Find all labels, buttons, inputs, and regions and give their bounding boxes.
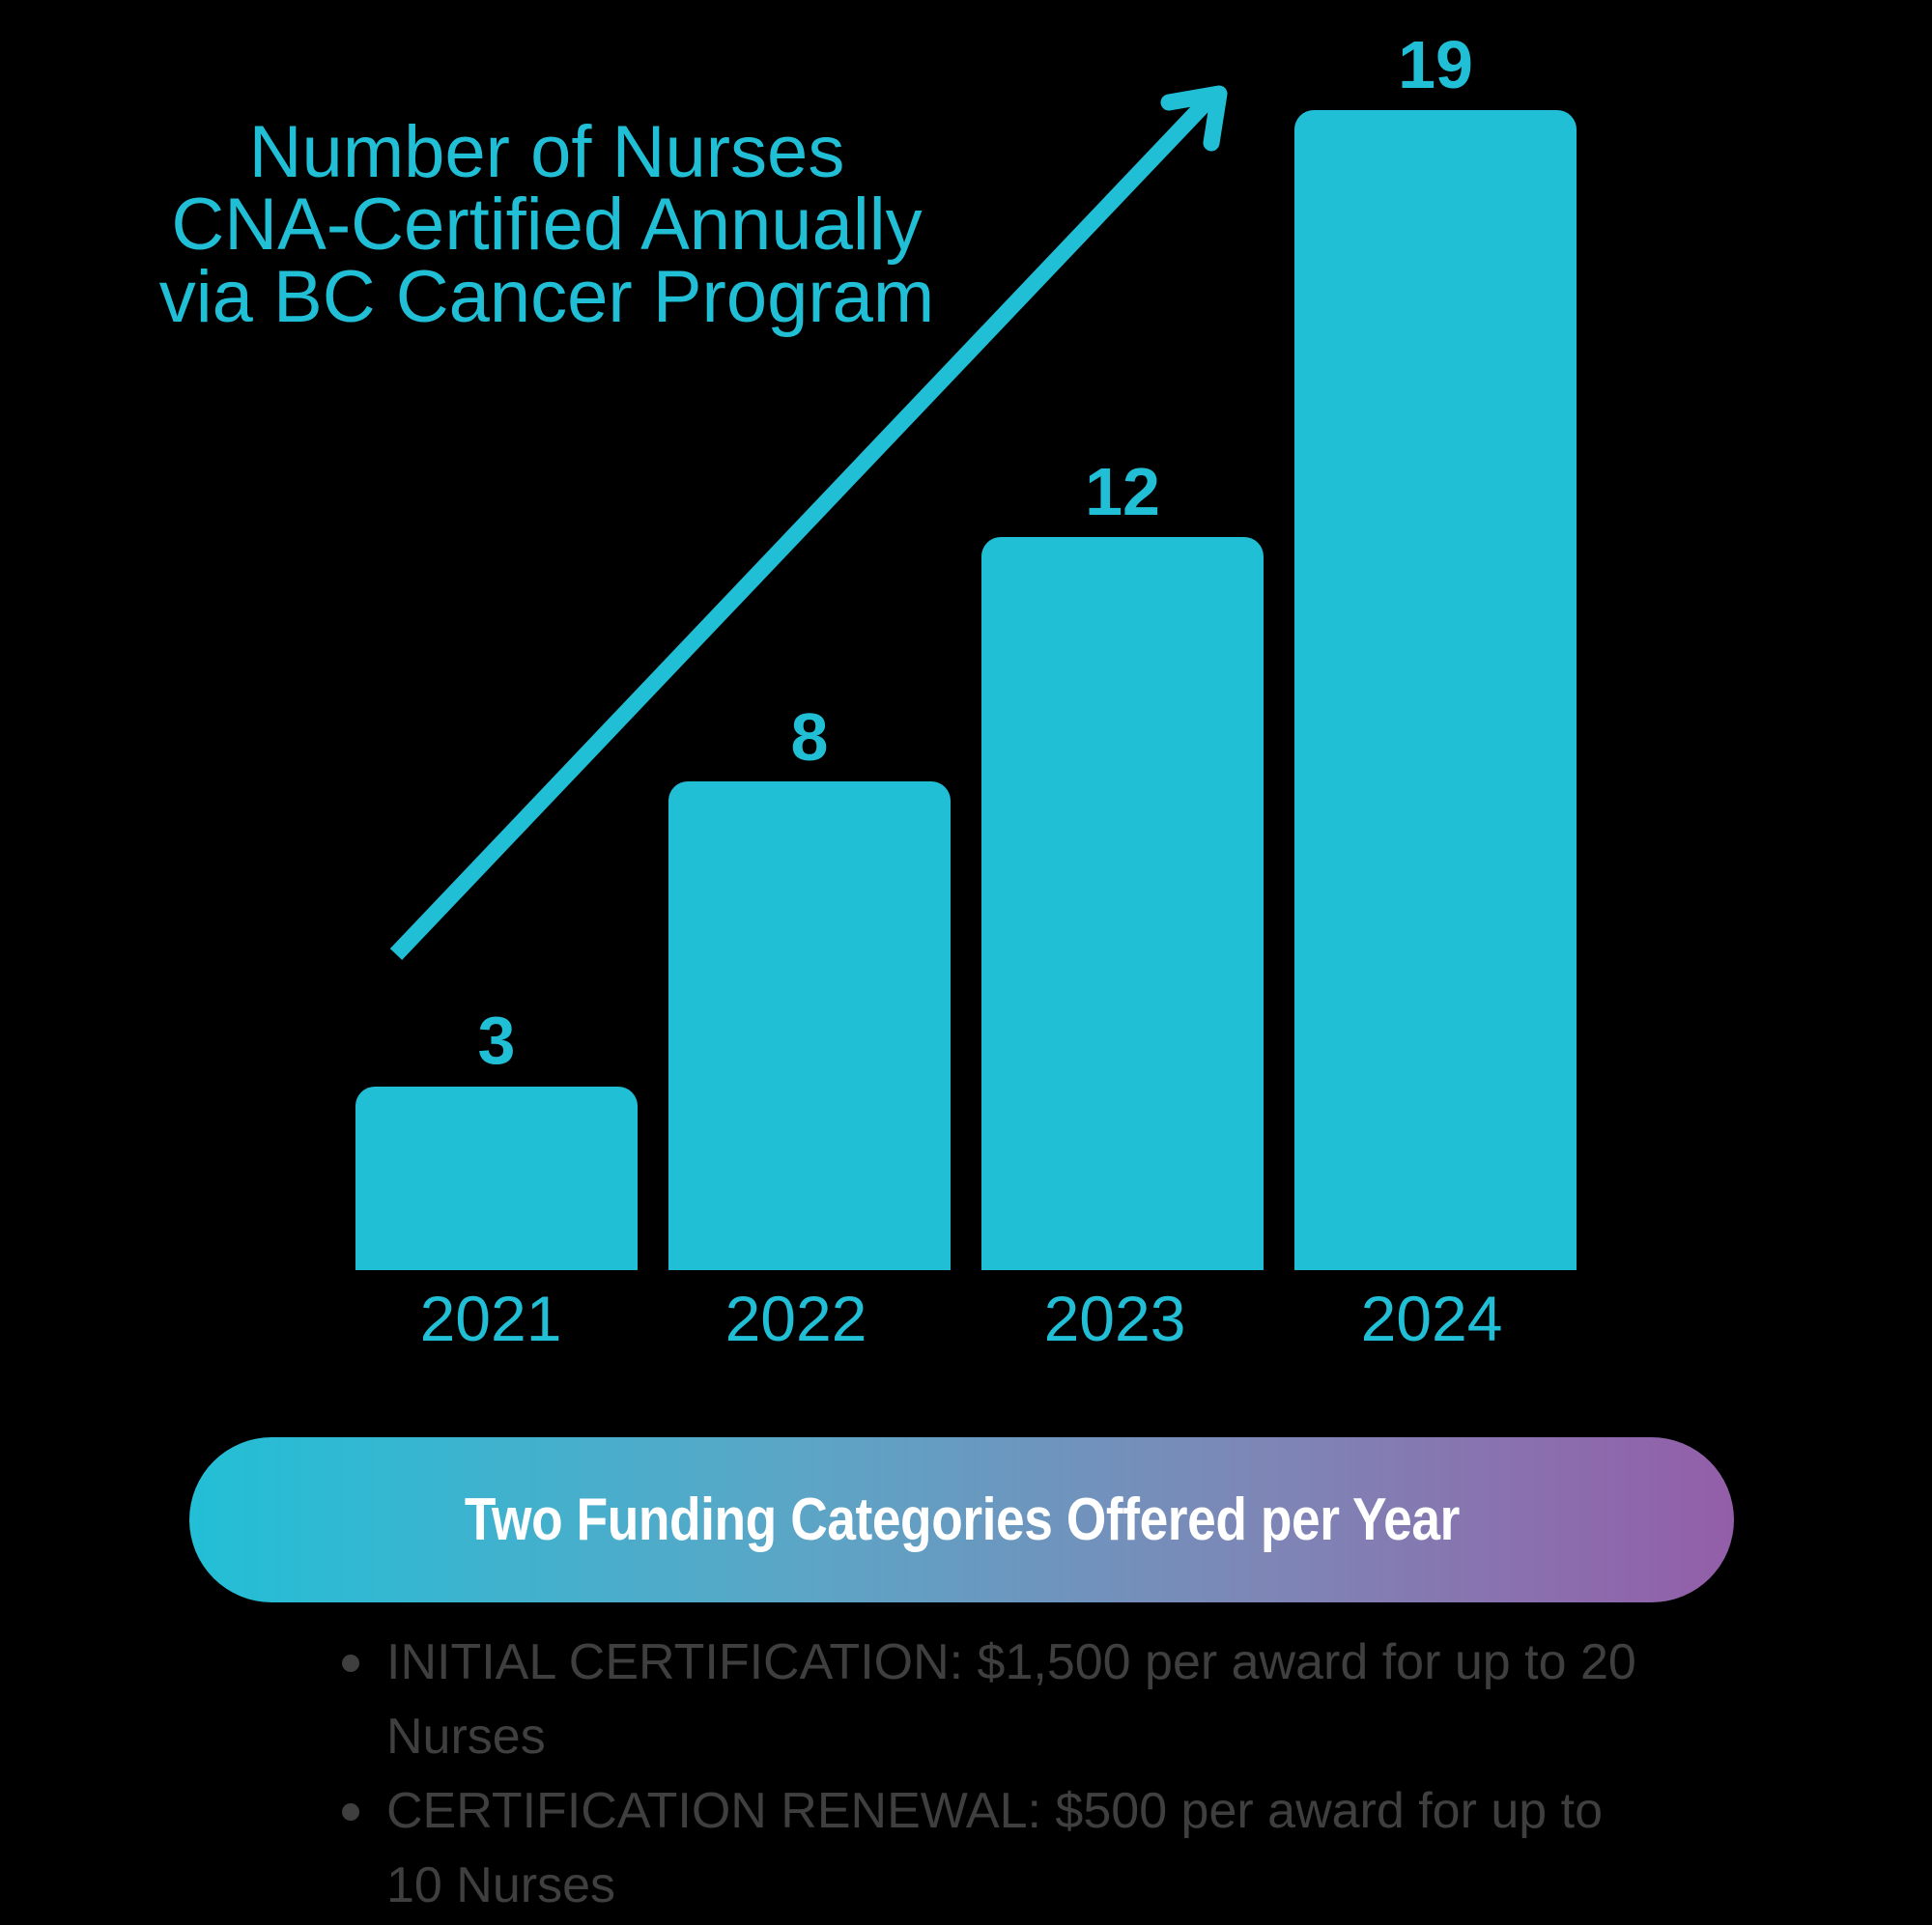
bar-2021 <box>355 1087 638 1270</box>
bar-value-2021: 3 <box>477 1003 516 1078</box>
chart-title: Number of Nurses CNA-Certified Annually … <box>102 111 991 338</box>
funding-item-text: CERTIFICATION RENEWAL: $500 per award fo… <box>386 1783 1604 1913</box>
year-label-2024: 2024 <box>1360 1283 1503 1354</box>
funding-banner: Two Funding Categories Offered per Year <box>189 1437 1734 1602</box>
funding-item-initial: INITIAL CERTIFICATION: $1,500 per award … <box>338 1626 1671 1774</box>
funding-list: INITIAL CERTIFICATION: $1,500 per award … <box>338 1626 1671 1923</box>
chart-title-line-3: via BC Cancer Program <box>158 256 935 338</box>
chart-title-line-1: Number of Nurses <box>248 111 845 193</box>
year-label-2021: 2021 <box>419 1283 562 1354</box>
year-label-2023: 2023 <box>1043 1283 1186 1354</box>
bar-2024 <box>1294 110 1577 1270</box>
chart-title-line-2: CNA-Certified Annually <box>171 184 923 266</box>
funding-banner-text: Two Funding Categories Offered per Year <box>464 1486 1460 1553</box>
funding-item-renewal: CERTIFICATION RENEWAL: $500 per award fo… <box>338 1774 1671 1923</box>
funding-item-text: INITIAL CERTIFICATION: $1,500 per award … <box>386 1634 1636 1765</box>
bar-2022 <box>668 781 951 1270</box>
bullet-icon <box>342 1655 359 1672</box>
year-label-2022: 2022 <box>724 1283 867 1354</box>
bar-value-2023: 12 <box>1085 454 1160 529</box>
bar-value-2022: 8 <box>790 699 829 775</box>
bullet-icon <box>342 1803 359 1821</box>
bar-2023 <box>981 537 1264 1270</box>
bar-value-2024: 19 <box>1398 27 1473 102</box>
